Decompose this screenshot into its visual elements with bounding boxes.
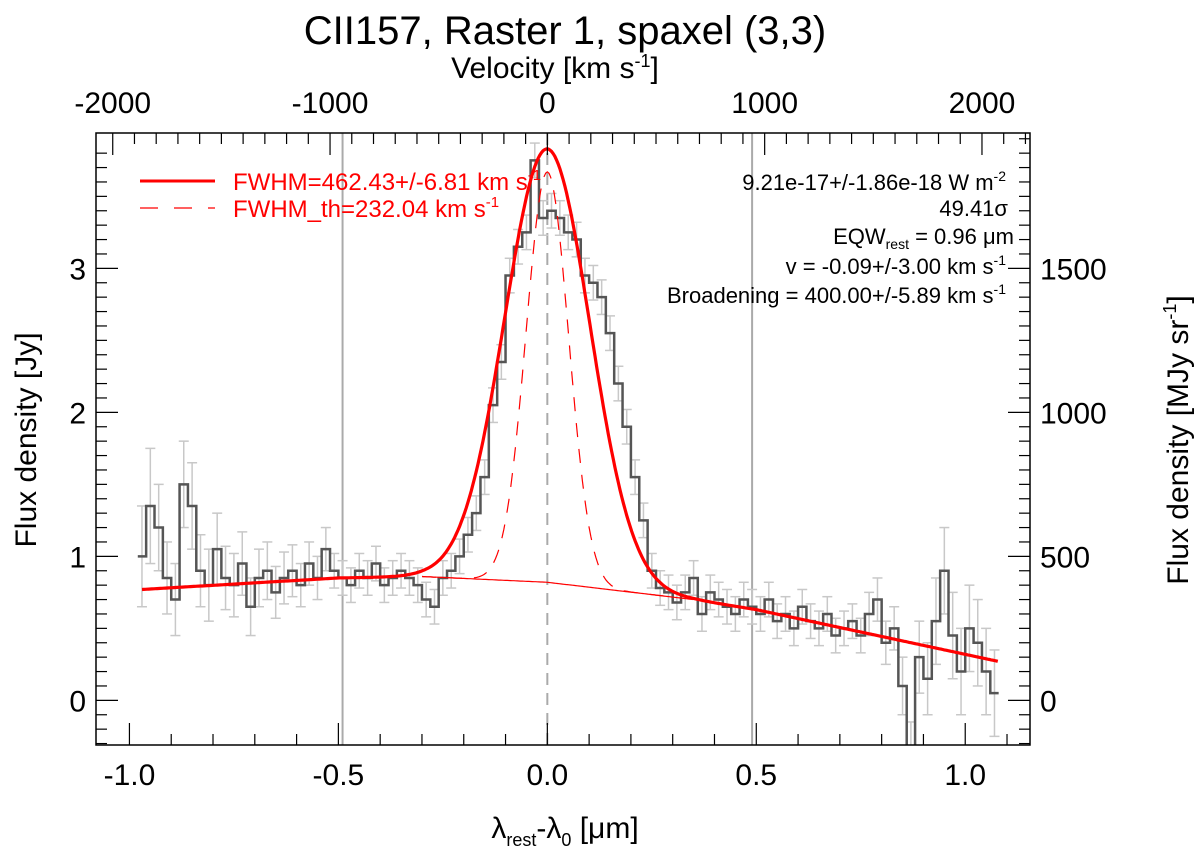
top-x-tick-label: -2000 [74,87,151,120]
right-y-tick-label: 1500 [1040,253,1107,286]
y-tick-label: 0 [69,685,86,718]
legend: FWHM=462.43+/-6.81 km s-1 FWHM_th=232.04… [140,167,541,223]
x-tick-label: -0.5 [313,759,365,792]
y-axis-label: Flux density [Jy] [10,332,43,547]
top-x-axis-label: Velocity [km s-1] [451,51,659,85]
annotation-snr: 49.41σ [939,196,1008,221]
annotation-velocity: v = -0.09+/-3.00 km s-1 [786,252,1007,279]
annotation-flux: 9.21e-17+/-1.86e-18 W m-2 [742,168,1006,195]
top-x-tick-label: 0 [539,87,556,120]
annotation-broadening: Broadening = 400.00+/-5.89 km s-1 [667,281,1006,308]
y-tick-label: 1 [69,541,86,574]
right-y-tick-label: 1000 [1040,397,1107,430]
continuum-fit-line [421,575,693,601]
top-x-tick-label: -1000 [292,87,369,120]
legend-entry-fwhm: FWHM=462.43+/-6.81 km s-1 [233,167,541,196]
y-tick-label: 3 [69,253,86,286]
total-fit-line [141,147,999,663]
legend-entry-fwhm-th: FWHM_th=232.04 km s-1 [233,194,499,223]
plot-frame [95,132,1031,746]
x-tick-label: -1.0 [104,759,156,792]
right-y-axis-label: Flux density [MJy sr-1] [1160,295,1195,584]
right-y-tick-label: 500 [1040,541,1090,574]
right-y-tick-label: 0 [1040,685,1057,718]
plot-content [136,133,1000,745]
thermal-profile-dashed-line [421,171,673,598]
annotation-eqw: EQWrest = 0.96 μm [833,224,1014,252]
fit-annotations: 9.21e-17+/-1.86e-18 W m-2 49.41σ EQWrest… [667,168,1014,308]
x-tick-label: 0.5 [735,759,777,792]
top-x-tick-label: 1000 [731,87,798,120]
chart-title: CII157, Raster 1, spaxel (3,3) [304,9,826,53]
plot-area: -1.0 -0.5 0.0 0.5 1.0 0 1 2 3 -2000 -1000 0 1000 2000… [69,87,1107,792]
top-x-tick-label: 2000 [949,87,1016,120]
x-tick-label: 0.0 [526,759,568,792]
x-axis-label: λrest-λ0 [μm] [491,812,638,850]
x-tick-label: 1.0 [944,759,986,792]
spectrum-step-line [137,159,999,745]
y-tick-label: 2 [69,397,86,430]
